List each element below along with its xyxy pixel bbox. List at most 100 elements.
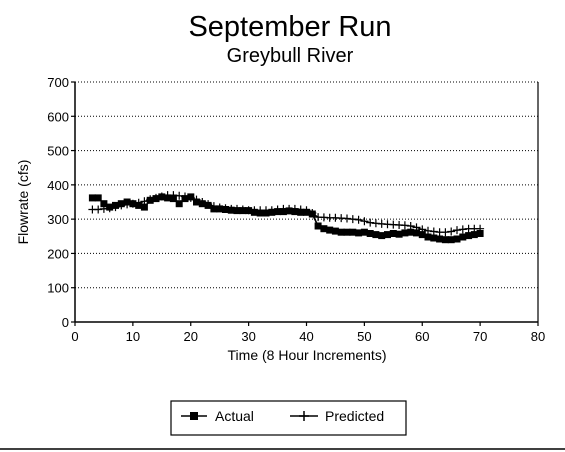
predicted-point — [354, 215, 363, 224]
actual-point — [436, 235, 444, 243]
y-tick-label: 400 — [47, 178, 69, 193]
x-axis-label: Time (8 Hour Increments) — [228, 347, 387, 363]
x-tick-label: 70 — [473, 329, 487, 344]
actual-point — [274, 208, 282, 216]
actual-point — [245, 207, 253, 215]
x-tick-label: 40 — [299, 329, 313, 344]
actual-point — [314, 222, 322, 230]
actual-point — [413, 229, 420, 237]
actual-point — [169, 195, 177, 203]
actual-point — [210, 205, 218, 213]
actual-point — [430, 234, 438, 242]
y-gridlines — [75, 115, 538, 289]
y-tick-label: 100 — [47, 281, 69, 296]
actual-point — [140, 203, 148, 211]
actual-point — [100, 200, 108, 208]
actual-point — [204, 201, 212, 209]
x-tick-label: 80 — [531, 329, 545, 344]
actual-point — [470, 231, 478, 239]
actual-point — [187, 193, 195, 201]
actual-point — [262, 209, 270, 217]
actual-point — [117, 200, 125, 208]
y-tick-label: 200 — [47, 246, 69, 261]
series-actual — [88, 193, 484, 244]
actual-point — [106, 203, 114, 211]
actual-point — [135, 201, 143, 209]
actual-point — [279, 208, 287, 216]
actual-point — [320, 225, 328, 233]
chart-title: September Run — [188, 11, 391, 43]
y-tick-label: 0 — [62, 315, 69, 330]
predicted-point — [366, 218, 375, 227]
actual-point — [465, 232, 473, 240]
legend-actual-marker — [190, 412, 198, 420]
actual-point — [181, 195, 189, 203]
actual-point — [389, 230, 397, 237]
plot-area-border — [75, 81, 539, 322]
actual-point — [285, 207, 293, 215]
actual-point — [384, 231, 391, 239]
actual-point — [193, 198, 200, 206]
actual-point — [337, 228, 345, 236]
legend-predicted-marker — [299, 411, 309, 421]
chart-subtitle: Greybull River — [227, 45, 354, 67]
actual-point — [360, 228, 368, 236]
actual-point — [401, 229, 409, 237]
y-axis: 0 100 200 300 400 500 600 700 — [47, 75, 76, 330]
actual-point — [175, 200, 183, 208]
x-tick-label: 20 — [184, 329, 198, 344]
x-tick-label: 60 — [415, 329, 429, 344]
actual-point — [227, 206, 235, 214]
y-tick-label: 500 — [47, 144, 69, 159]
y-tick-label: 600 — [47, 109, 69, 124]
actual-point — [459, 233, 467, 241]
y-tick-label: 700 — [47, 75, 69, 90]
actual-point — [331, 227, 339, 235]
predicted-point — [447, 227, 456, 236]
x-tick-label: 10 — [126, 329, 140, 344]
actual-point — [303, 208, 310, 216]
legend-actual-label: Actual — [215, 408, 254, 424]
x-axis: 0 10 20 30 40 50 60 70 80 — [71, 321, 545, 344]
actual-point — [378, 232, 386, 240]
x-tick-label: 30 — [241, 329, 255, 344]
predicted-point — [406, 222, 415, 230]
actual-point — [372, 231, 380, 239]
actual-point — [112, 201, 119, 209]
actual-point — [256, 209, 264, 217]
actual-point — [129, 200, 137, 208]
actual-point — [407, 228, 415, 236]
actual-point — [355, 229, 363, 237]
predicted-point — [360, 217, 369, 226]
y-tick-label: 300 — [47, 212, 69, 227]
actual-point — [233, 207, 241, 215]
predicted-point — [400, 221, 409, 230]
predicted-point — [424, 226, 432, 235]
actual-point — [366, 230, 374, 237]
actual-point — [94, 194, 102, 202]
actual-point — [152, 195, 160, 203]
actual-point — [291, 208, 299, 216]
actual-point — [216, 205, 224, 213]
actual-point — [164, 194, 172, 202]
actual-point — [239, 207, 247, 215]
predicted-point — [348, 215, 357, 224]
predicted-point — [429, 227, 438, 236]
actual-point — [453, 235, 461, 243]
actual-point — [146, 196, 154, 204]
actual-point — [308, 210, 316, 218]
legend-box — [170, 400, 407, 436]
actual-point — [268, 208, 276, 216]
actual-point — [123, 198, 131, 206]
actual-point — [198, 200, 206, 208]
actual-point — [441, 236, 449, 244]
actual-point — [297, 208, 305, 216]
actual-point — [343, 228, 351, 236]
predicted-point — [441, 228, 450, 237]
actual-point — [476, 230, 484, 237]
actual-point — [88, 194, 96, 202]
actual-point — [395, 230, 403, 238]
actual-point — [424, 233, 432, 241]
predicted-point — [453, 226, 461, 235]
